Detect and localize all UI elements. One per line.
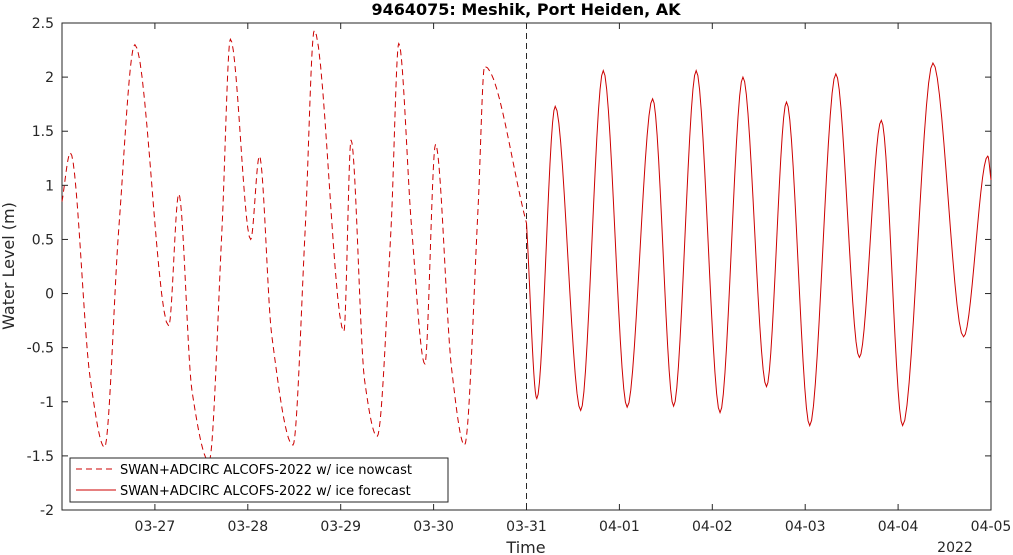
y-tick-label: 0 bbox=[45, 287, 54, 303]
legend-forecast-label: SWAN+ADCIRC ALCOFS-2022 w/ ice forecast bbox=[120, 484, 411, 499]
x-tick-label: 03-30 bbox=[413, 519, 454, 535]
y-tick-label: -1 bbox=[40, 395, 54, 411]
x-axis: 03-27 03-28 03-29 03-30 03-31 04-01 04-02 04-03… bbox=[135, 23, 1012, 535]
x-tick-label: 04-02 bbox=[692, 519, 733, 535]
x-tick-label: 04-05 bbox=[971, 519, 1012, 535]
x-tick-label: 04-04 bbox=[878, 519, 919, 535]
legend-box bbox=[69, 457, 449, 503]
forecast-series-line bbox=[526, 61, 992, 428]
year-label: 2022 bbox=[937, 540, 973, 555]
y-tick-label: -2 bbox=[40, 503, 54, 519]
y-tick-label: 0.5 bbox=[32, 232, 54, 248]
nowcast-series-line bbox=[61, 29, 527, 462]
y-axis-label: Water Level (m) bbox=[0, 202, 18, 330]
y-tick-label: -0.5 bbox=[27, 341, 54, 357]
x-tick-label: 04-03 bbox=[785, 519, 826, 535]
x-tick-label: 03-29 bbox=[320, 519, 361, 535]
legend-nowcast-label: SWAN+ADCIRC ALCOFS-2022 w/ ice nowcast bbox=[120, 463, 412, 478]
y-tick-label: 2 bbox=[45, 70, 54, 86]
y-tick-label: 1 bbox=[45, 178, 54, 194]
y-tick-label: 1.5 bbox=[32, 124, 54, 140]
x-tick-label: 03-27 bbox=[135, 519, 176, 535]
y-tick-label: -1.5 bbox=[27, 449, 54, 465]
x-tick-label: 04-01 bbox=[599, 519, 640, 535]
series-layer bbox=[61, 29, 992, 462]
x-tick-label: 03-31 bbox=[506, 519, 547, 535]
x-axis-label: Time bbox=[505, 538, 545, 555]
y-tick-label: 2.5 bbox=[32, 16, 54, 32]
chart-title: 9464075: Meshik, Port Heiden, AK bbox=[371, 0, 681, 19]
y-axis: -2 -1.5 -1 -0.5 0 0.5 1 1.5 2 2.5 bbox=[27, 16, 991, 519]
x-tick-label: 03-28 bbox=[227, 519, 268, 535]
legend: SWAN+ADCIRC ALCOFS-2022 w/ ice nowcast S… bbox=[69, 457, 449, 503]
